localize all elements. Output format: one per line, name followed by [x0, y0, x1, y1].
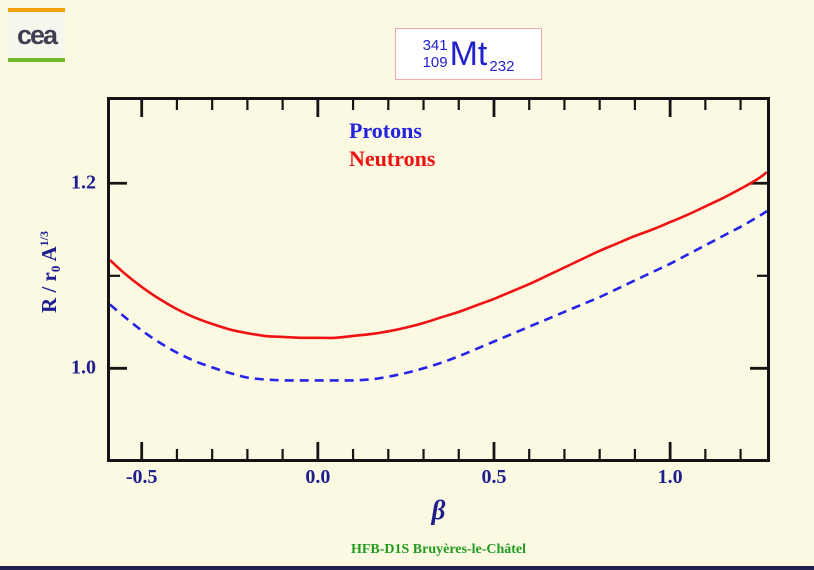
plot-svg: [110, 100, 767, 459]
nuclide-title-box: 341 109 Mt 232: [395, 28, 542, 80]
y-axis-title-subscript: 0: [48, 265, 63, 273]
curve-protons: [110, 209, 767, 382]
cea-logo: cea: [8, 8, 65, 62]
y-axis-title-exponent: 1/3: [37, 231, 51, 247]
nuclide-mass-number: 341: [422, 36, 448, 54]
x-tick-label: 0.0: [305, 466, 331, 488]
y-axis-title-main2: A: [37, 246, 61, 266]
y-axis-title: R / r0 A1/3: [37, 122, 67, 422]
curve-neutrons: [110, 171, 767, 340]
y-tick-label: 1.0: [71, 356, 96, 379]
x-tick-label: 1.0: [657, 466, 683, 488]
cea-logo-text: cea: [16, 19, 58, 50]
y-axis-title-main: R / r: [37, 272, 61, 313]
nuclide-neutron-number: 232: [489, 58, 515, 75]
legend-neutrons-label: Neutrons: [349, 146, 436, 171]
footer-caption: HFB-D1S Bruyères-le-Châtel: [350, 542, 527, 557]
x-tick-label: 0.5: [481, 466, 507, 488]
x-axis-title: β: [431, 495, 446, 525]
cea-logo-orange-bar: [8, 8, 65, 12]
legend-protons-label: Protons: [349, 118, 422, 143]
nuclide-proton-number: 109: [422, 54, 448, 71]
nuclide-symbol: Mt: [449, 35, 488, 73]
y-tick-label: 1.2: [71, 171, 96, 194]
cea-logo-green-bar: [8, 58, 65, 62]
plot-legend: Protons Neutrons: [349, 117, 435, 173]
plot-frame: [107, 97, 770, 462]
bottom-border-bar: [0, 566, 814, 570]
x-tick-label: -0.5: [125, 466, 158, 488]
nuclide-az-stack: 341 109: [423, 37, 448, 72]
